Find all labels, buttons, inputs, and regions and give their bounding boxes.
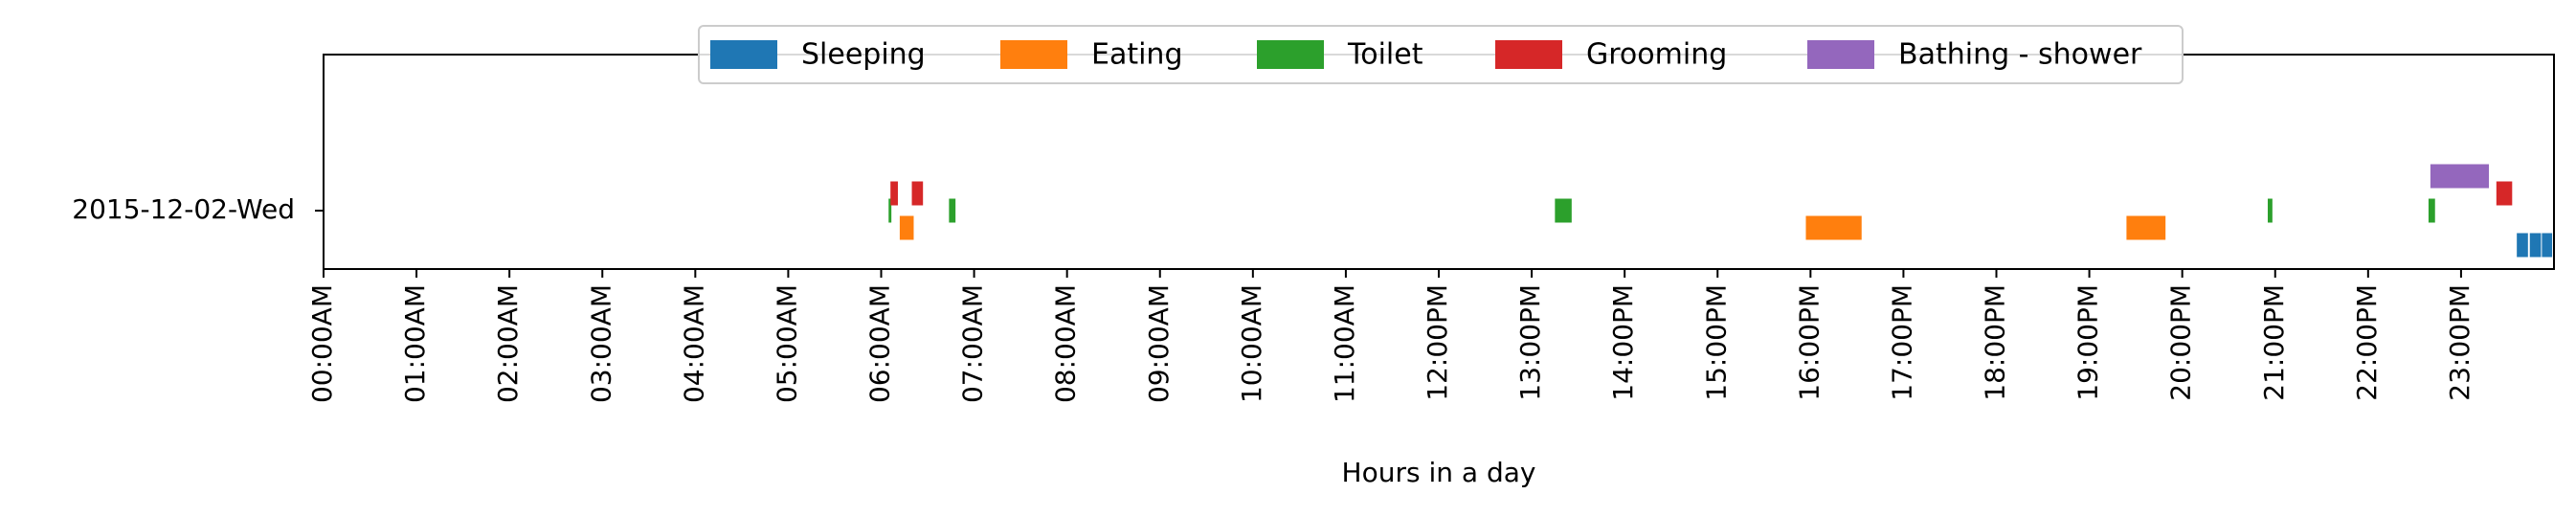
- legend-label: Bathing - shower: [1898, 38, 2142, 72]
- x-tick-label: 09:00AM: [1143, 284, 1175, 403]
- x-tick-label: 02:00AM: [492, 284, 524, 403]
- x-tick-label: 13:00PM: [1514, 284, 1546, 401]
- legend-swatch: [1495, 40, 1562, 69]
- sleeping-bar: [2542, 233, 2553, 258]
- legend-swatch: [1807, 40, 1874, 69]
- x-axis-title: Hours in a day: [1342, 457, 1536, 488]
- x-tick-label: 19:00PM: [2072, 284, 2104, 401]
- toilet-bar: [888, 198, 892, 223]
- toilet-bar: [949, 198, 956, 223]
- toilet-bar: [2267, 198, 2273, 223]
- legend-swatch: [1000, 40, 1067, 69]
- legend-swatch: [710, 40, 777, 69]
- x-tick-label: 03:00AM: [585, 284, 616, 403]
- x-tick-label: 01:00AM: [399, 284, 431, 403]
- x-tick-label: 04:00AM: [678, 284, 709, 403]
- legend-label: Grooming: [1586, 38, 1727, 72]
- legend-label: Eating: [1091, 38, 1183, 72]
- legend-label: Toilet: [1347, 38, 1423, 72]
- eating-bar: [2126, 215, 2166, 240]
- sleeping-bar: [2517, 233, 2528, 258]
- toilet-bar: [1555, 198, 1572, 223]
- x-tick-label: 22:00PM: [2351, 284, 2383, 401]
- x-axis: 00:00AM 01:00AM 02:00AM 03:00AM 04:00AM 05:00…: [306, 269, 2475, 403]
- y-tick-label: 2015-12-02-Wed: [72, 193, 295, 225]
- grooming-bar: [2496, 181, 2513, 206]
- eating-bar: [899, 215, 914, 240]
- x-tick-label: 16:00PM: [1793, 284, 1825, 401]
- x-tick-label: 08:00AM: [1050, 284, 1082, 403]
- x-tick-label: 11:00AM: [1329, 284, 1360, 403]
- toilet-bar: [2428, 198, 2435, 223]
- grooming-bar: [890, 181, 898, 206]
- eating-bar: [1805, 215, 1862, 240]
- legend: Sleeping Eating Toilet Grooming Bathing - sh…: [698, 25, 2184, 84]
- x-tick-label: 17:00PM: [1886, 284, 1917, 401]
- x-tick-label: 06:00AM: [864, 284, 896, 403]
- x-tick-label: 15:00PM: [1700, 284, 1732, 401]
- x-tick-label: 07:00AM: [957, 284, 989, 403]
- x-tick-label: 21:00PM: [2258, 284, 2290, 401]
- x-tick-label: 23:00PM: [2444, 284, 2475, 401]
- x-tick-label: 20:00PM: [2165, 284, 2197, 401]
- legend-label: Sleeping: [801, 38, 926, 72]
- x-tick-label: 12:00PM: [1422, 284, 1453, 401]
- x-tick-label: 00:00AM: [306, 284, 338, 403]
- x-tick-label: 14:00PM: [1607, 284, 1639, 401]
- bathing-shower-bar: [2430, 164, 2490, 189]
- plot-frame: [323, 54, 2555, 270]
- sleeping-bar: [2529, 233, 2542, 258]
- x-tick-label: 05:00AM: [771, 284, 802, 403]
- legend-swatch: [1257, 40, 1324, 69]
- x-tick-label: 10:00AM: [1236, 284, 1267, 403]
- y-axis: 2015-12-02-Wed: [72, 193, 324, 225]
- grooming-bar: [911, 181, 924, 206]
- activity-bars: [888, 164, 2553, 258]
- x-tick-label: 18:00PM: [1980, 284, 2011, 401]
